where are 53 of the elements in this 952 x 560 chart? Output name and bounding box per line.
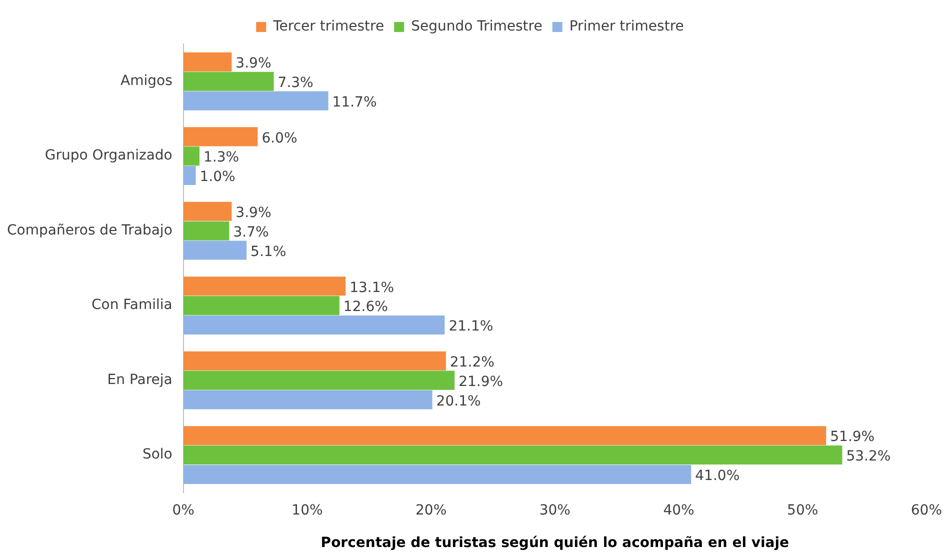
data-label: 3.9% — [236, 56, 272, 72]
y-tick-label: Con Familia — [91, 297, 172, 314]
data-label: 20.1% — [436, 393, 481, 410]
bar — [183, 296, 340, 316]
data-label: 3.9% — [236, 205, 272, 222]
legend-label: Segundo Trimestre — [411, 18, 542, 35]
bar — [183, 446, 842, 465]
data-label: 6.0% — [262, 130, 298, 146]
data-label: 12.6% — [343, 299, 388, 316]
data-label: 1.3% — [203, 150, 240, 166]
x-tick-label: 20% — [416, 502, 447, 518]
bar — [183, 127, 258, 146]
bar — [183, 202, 232, 221]
bar — [183, 370, 455, 390]
bar — [183, 426, 826, 446]
data-label: 51.9% — [830, 429, 875, 446]
bar — [183, 146, 200, 166]
bar — [183, 276, 346, 296]
y-tick-label: En Pareja — [107, 372, 172, 388]
x-tick-label: 40% — [663, 502, 694, 518]
y-tick-label: Amigos — [120, 73, 172, 90]
data-label: 13.1% — [350, 280, 394, 296]
x-axis-title: Porcentaje de turistas según quién lo acompaña en el viaje — [320, 535, 790, 552]
data-label: 1.0% — [200, 169, 236, 186]
y-tick-label: Solo — [142, 446, 172, 463]
x-tick-label: 10% — [292, 502, 323, 518]
bar — [183, 351, 446, 370]
x-tick-label: 30% — [539, 502, 570, 518]
data-label: 21.2% — [450, 354, 494, 371]
y-tick-label: Compañeros de Trabajo — [7, 222, 172, 238]
data-label: 7.3% — [278, 75, 314, 92]
bar — [183, 221, 230, 240]
bar — [183, 464, 692, 484]
bar — [183, 240, 247, 260]
data-label: 21.9% — [458, 374, 504, 390]
bar — [183, 52, 232, 72]
data-label: 5.1% — [250, 244, 286, 260]
data-label: 53.2% — [846, 448, 891, 465]
data-label: 41.0% — [695, 468, 740, 484]
y-tick-label: Grupo Organizado — [44, 148, 172, 164]
x-tick-label: 50% — [787, 502, 818, 518]
data-label: 3.7% — [233, 224, 269, 240]
x-tick-label: 60% — [910, 502, 942, 518]
legend-label: Primer trimestre — [569, 18, 684, 35]
bar — [183, 315, 445, 335]
legend-label: Tercer trimestre — [272, 18, 384, 35]
bar — [183, 166, 196, 186]
x-tick-label: 0% — [172, 502, 194, 518]
data-label: 21.1% — [448, 318, 494, 335]
bar — [183, 390, 432, 410]
bar — [183, 72, 274, 91]
bar — [183, 91, 328, 110]
data-label: 11.7% — [332, 94, 377, 110]
